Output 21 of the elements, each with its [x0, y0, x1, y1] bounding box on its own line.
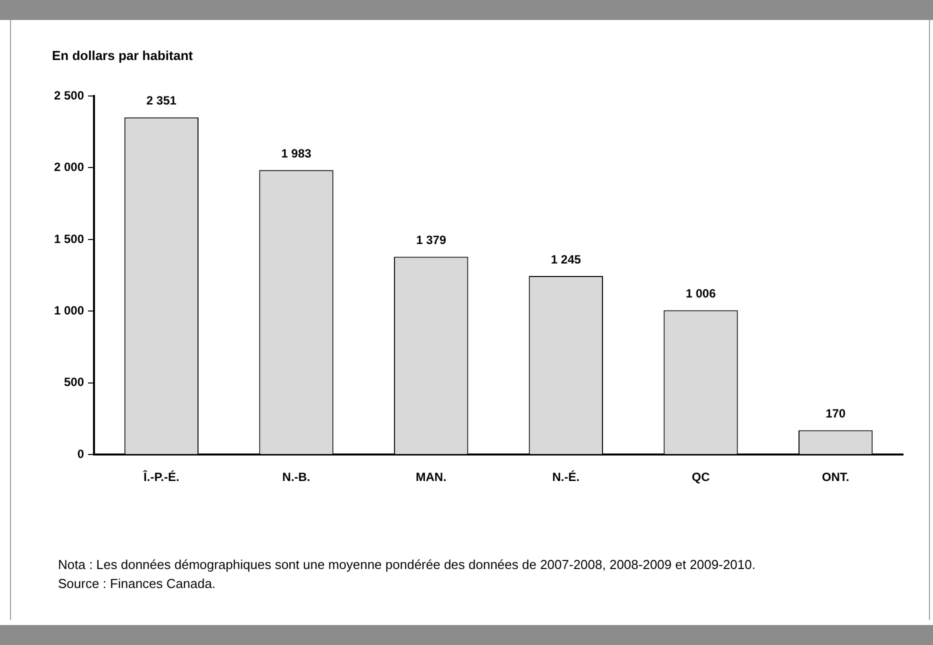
data-label: 1 379 — [416, 233, 446, 248]
text: Nota : Les données démographiques sont une moyenne pondérée des données de 2007-2008, 2008-2009 et 2009-2010. — [58, 556, 756, 574]
x-tick-label: ONT. — [822, 470, 850, 484]
data-label: 170 — [826, 406, 846, 421]
y-tick-label: 0 — [77, 446, 84, 461]
data-label: 1 983 — [281, 146, 312, 160]
data-label: 2 351 — [146, 94, 177, 108]
y-axis-title: En dollars par habitant — [52, 48, 194, 63]
y-tick-label: 1 500 — [54, 232, 84, 246]
data-label: 1 006 — [686, 286, 716, 301]
x-tick-label: Î.-P.-É. — [142, 470, 180, 484]
source-note: Source : Finances Canada. — [58, 575, 217, 593]
y-tick-label: 2 000 — [54, 160, 84, 174]
y-tick-label: 2 500 — [54, 88, 84, 102]
x-tick-label: N.-É. — [552, 470, 580, 484]
y-tick-label: 1 000 — [54, 303, 84, 318]
data-label: 1 245 — [550, 252, 582, 266]
x-tick-label: QC — [692, 470, 710, 484]
y-tick-label: 500 — [64, 375, 84, 390]
x-tick-label: MAN. — [416, 470, 446, 484]
x-tick-label: N.-B. — [282, 470, 310, 484]
